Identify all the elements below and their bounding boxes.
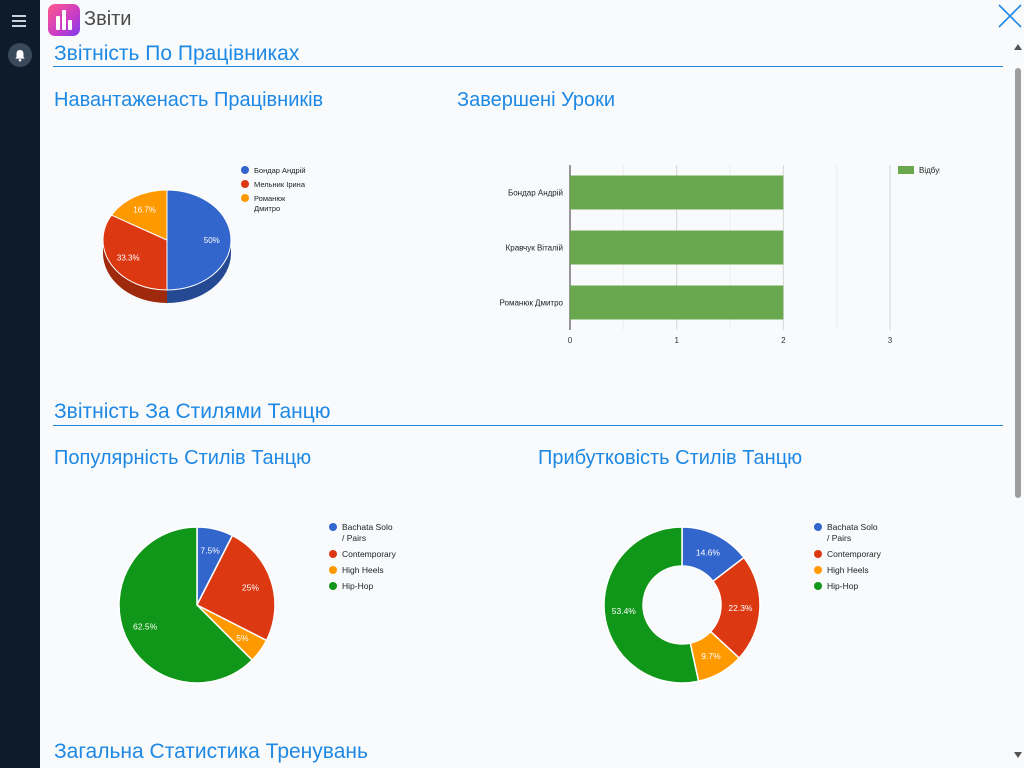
slice-label: 16.7% [133, 206, 156, 215]
section-divider [53, 66, 1003, 67]
slice-label: 5% [236, 633, 249, 643]
legend-label: Мельник Ірина [254, 180, 306, 189]
slice-label: 9.7% [701, 651, 721, 661]
bar [570, 285, 784, 320]
slice-label: 33.3% [117, 254, 140, 263]
workload-pie-chart: 50% 33.3% 16.7% Бондар Андрій Мельник Ірина Р… [102, 166, 306, 303]
legend-marker [329, 523, 337, 531]
slice-label: 22.3% [728, 603, 753, 613]
scroll-up-icon[interactable] [1014, 44, 1022, 50]
legend-label: Бондар Андрій [254, 166, 306, 175]
reports-app-icon [48, 4, 80, 36]
section-title-dance-styles: Звітність За Стилями Танцю [54, 400, 331, 423]
x-tick-label: 2 [781, 336, 786, 345]
sidebar [0, 0, 40, 768]
slice-label: 14.6% [696, 548, 721, 558]
vertical-scrollbar[interactable] [1012, 38, 1024, 768]
legend-label: Hip-Hop [827, 581, 858, 591]
legend-marker [329, 582, 337, 590]
category-label: Кравчук Віталій [506, 244, 563, 253]
legend-label: High Heels [342, 565, 384, 575]
section-divider [53, 425, 1003, 426]
scroll-down-icon[interactable] [1014, 752, 1022, 758]
legend-label: Contemporary [827, 549, 882, 559]
legend-marker [329, 550, 337, 558]
popularity-pie-chart: 7.5% 25% 5% 62.5% Bachata Solo/ Pairs Contemp… [118, 522, 397, 684]
bell-icon[interactable] [8, 43, 32, 67]
legend-label: Bachata Solo [342, 522, 393, 532]
chart-title-popularity: Популярність Стилів Танцю [54, 447, 312, 469]
legend-marker [241, 180, 249, 188]
chart-title-profitability: Прибутковість Стилів Танцю [538, 447, 803, 469]
legend-marker [814, 550, 822, 558]
x-tick-label: 1 [674, 336, 679, 345]
scrollbar-thumb[interactable] [1015, 68, 1021, 498]
window-title: Звіти [84, 8, 132, 30]
legend-label: Романюк [254, 194, 286, 203]
slice-label: 62.5% [133, 621, 158, 631]
legend-marker [814, 566, 822, 574]
hamburger-menu-icon[interactable] [12, 15, 26, 27]
legend-label: Contemporary [342, 549, 397, 559]
legend-label: Відбувся [919, 166, 940, 175]
chart-title-completed-lessons: Завершені Уроки [457, 89, 616, 111]
legend-marker [814, 523, 822, 531]
bar [570, 175, 784, 210]
category-label: Бондар Андрій [508, 189, 563, 198]
legend-marker [241, 194, 249, 202]
x-tick-label: 3 [888, 336, 893, 345]
legend-label: Hip-Hop [342, 581, 373, 591]
slice-label: 7.5% [200, 545, 220, 555]
slice-label: 53.4% [612, 606, 637, 616]
pie-slice [166, 189, 232, 291]
pie-slice [102, 214, 168, 291]
category-label: Романюк Дмитро [500, 299, 564, 308]
legend-marker [898, 166, 914, 174]
legend-label: / Pairs [342, 533, 366, 543]
pie-side [103, 240, 167, 303]
completed-lessons-bar-chart: 0 1 2 3 Бондар Андрій Кравчук Віталій Романюк … [500, 165, 940, 345]
bar [570, 230, 784, 265]
legend-marker [814, 582, 822, 590]
legend-label: Дмитро [254, 204, 280, 213]
chart-title-workload: Навантаженасть Працівників [54, 89, 324, 111]
legend-marker [241, 166, 249, 174]
close-icon[interactable] [996, 2, 1024, 30]
pie-slice [118, 526, 254, 684]
legend-marker [329, 566, 337, 574]
pie-slice [603, 526, 700, 684]
section-title-training-stats: Загальна Статистика Тренувань [54, 740, 368, 763]
pie-slice [110, 189, 168, 241]
legend-label: High Heels [827, 565, 869, 575]
x-tick-label: 0 [568, 336, 573, 345]
legend-label: / Pairs [827, 533, 851, 543]
section-title-employees: Звітність По Працівниках [54, 42, 300, 65]
slice-label: 50% [204, 236, 220, 245]
slice-label: 25% [242, 583, 259, 593]
main-content: Звіти Звітність По Працівниках Навантаже… [40, 0, 1024, 768]
profitability-donut-chart: 14.6% 22.3% 9.7% 53.4% Bachata Solo/ Pairs Co… [603, 522, 882, 684]
pie-side [167, 240, 231, 303]
legend-label: Bachata Solo [827, 522, 878, 532]
